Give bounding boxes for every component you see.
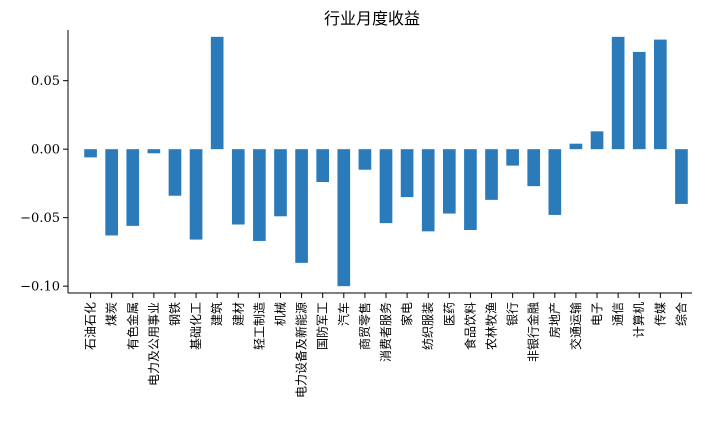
bar xyxy=(295,149,308,263)
x-tick-label: 汽车 xyxy=(336,302,351,326)
x-tick-label: 传媒 xyxy=(652,302,667,326)
x-tick-label: 电子 xyxy=(590,302,604,326)
bar xyxy=(84,149,97,158)
bar xyxy=(675,149,688,204)
x-tick-label: 通信 xyxy=(611,302,625,326)
x-tick-label: 轻工制造 xyxy=(252,302,266,350)
x-tick-label: 银行 xyxy=(506,302,520,326)
bar xyxy=(358,149,372,170)
bar xyxy=(274,149,287,217)
x-tick-label: 交通运输 xyxy=(568,302,583,350)
x-tick-label: 食品饮料 xyxy=(462,302,477,350)
bar xyxy=(654,39,667,150)
x-tick-label: 农林牧渔 xyxy=(485,302,499,350)
x-tick-label: 电力及公用事业 xyxy=(147,302,161,386)
bar xyxy=(126,149,140,226)
y-axis: −0.10 −0.05 0.00 0.05 xyxy=(20,74,68,295)
x-tick-label: 纺织服装 xyxy=(421,302,435,350)
x-axis-labels: 石油石化 煤炭 有色金属 电力及公用事业 钢铁 基础化工 建筑 建材 轻工制造 机械 电力设备及新能… xyxy=(84,293,688,398)
bar xyxy=(590,131,604,150)
x-tick-label: 综合 xyxy=(673,302,688,326)
bar xyxy=(464,149,477,230)
x-tick-label: 建筑 xyxy=(209,302,224,326)
bar xyxy=(485,149,498,200)
bar xyxy=(379,149,393,224)
x-tick-label: 计算机 xyxy=(631,302,646,338)
chart-title: 行业月度收益 xyxy=(324,9,420,28)
x-tick-label: 非银行金融 xyxy=(526,302,541,362)
x-tick-label: 机械 xyxy=(272,302,287,326)
bar xyxy=(105,149,118,236)
bars-group xyxy=(84,36,688,287)
bar xyxy=(189,149,203,240)
x-tick-label: 建材 xyxy=(231,302,245,326)
x-tick-label: 石油石化 xyxy=(84,302,98,350)
bar xyxy=(400,149,414,198)
bar xyxy=(506,149,519,166)
x-tick-label: 煤炭 xyxy=(105,302,119,326)
bar xyxy=(611,36,625,150)
y-tick-label: 0.05 xyxy=(31,74,60,89)
bar xyxy=(527,149,541,187)
bar xyxy=(548,149,562,215)
x-tick-label: 家电 xyxy=(399,302,414,326)
bar xyxy=(316,149,330,183)
bar xyxy=(231,149,245,225)
x-tick-label: 消费者服务 xyxy=(378,302,393,362)
y-tick-label: −0.10 xyxy=(20,280,60,295)
x-tick-label: 国防军工 xyxy=(315,302,330,350)
bar xyxy=(337,149,351,287)
bar xyxy=(253,149,266,241)
bar xyxy=(210,36,224,150)
x-tick-label: 有色金属 xyxy=(125,302,140,350)
bar xyxy=(632,51,646,150)
bar xyxy=(421,149,435,232)
x-tick-label: 钢铁 xyxy=(168,302,182,326)
x-tick-label: 商贸零售 xyxy=(357,302,372,350)
x-tick-label: 电力设备及新能源 xyxy=(294,302,309,398)
bar xyxy=(168,149,182,196)
bar xyxy=(442,149,456,214)
bar xyxy=(147,149,161,154)
y-tick-label: 0.00 xyxy=(31,143,60,158)
bar xyxy=(569,143,583,150)
y-tick-label: −0.05 xyxy=(20,211,60,226)
x-tick-label: 医药 xyxy=(442,302,456,326)
x-tick-label: 基础化工 xyxy=(189,302,203,350)
x-tick-label: 房地产 xyxy=(547,302,562,338)
